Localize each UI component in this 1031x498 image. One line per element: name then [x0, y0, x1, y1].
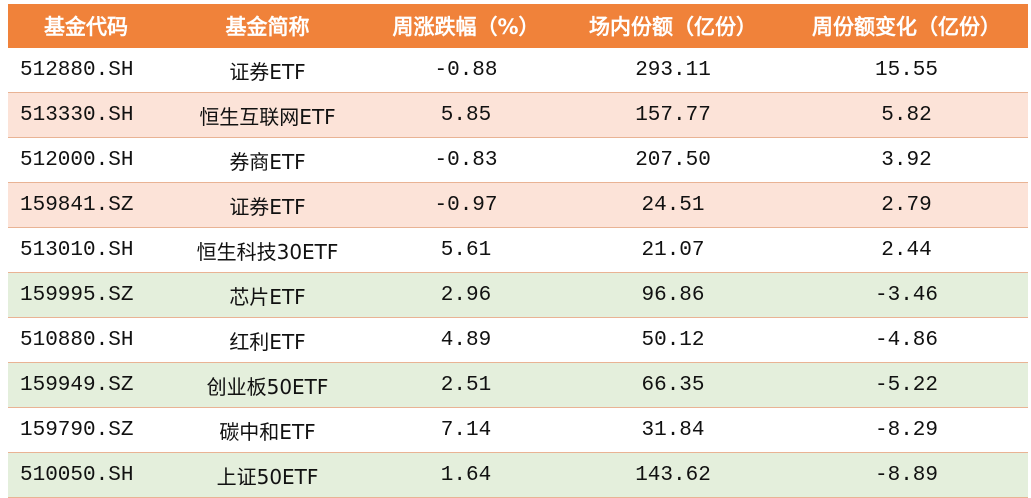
- table-body: 512880.SH 证券ETF -0.88 293.11 15.55 513330.SH 恒…: [8, 48, 1028, 498]
- cell-fund-code: 513330.SH: [8, 92, 164, 138]
- cell-weekly-change: 7.14: [371, 407, 561, 453]
- table-row: 513010.SH 恒生科技30ETF 5.61 21.07 2.44: [8, 227, 1028, 273]
- table-row: 512000.SH 券商ETF -0.83 207.50 3.92: [8, 137, 1028, 183]
- cell-fund-code: 159841.SZ: [8, 182, 164, 228]
- cell-fund-code: 512880.SH: [8, 48, 164, 93]
- cell-weekly-change: -0.88: [371, 48, 561, 93]
- header-fund-name: 基金简称: [164, 4, 371, 48]
- cell-fund-name: 证券ETF: [164, 182, 371, 228]
- cell-weekly-change: 2.96: [371, 272, 561, 318]
- cell-onsite-shares: 21.07: [561, 227, 785, 273]
- cell-fund-name: 红利ETF: [164, 317, 371, 363]
- cell-share-change: -8.29: [785, 407, 1028, 453]
- cell-share-change: 2.79: [785, 182, 1028, 228]
- cell-fund-code: 159995.SZ: [8, 272, 164, 318]
- cell-fund-name: 券商ETF: [164, 137, 371, 183]
- cell-share-change: 3.92: [785, 137, 1028, 183]
- cell-onsite-shares: 24.51: [561, 182, 785, 228]
- cell-fund-name: 恒生互联网ETF: [164, 92, 371, 138]
- cell-fund-code: 159949.SZ: [8, 362, 164, 408]
- cell-fund-name: 恒生科技30ETF: [164, 227, 371, 273]
- cell-fund-code: 510880.SH: [8, 317, 164, 363]
- cell-weekly-change: 2.51: [371, 362, 561, 408]
- cell-weekly-change: 5.85: [371, 92, 561, 138]
- cell-fund-name: 上证50ETF: [164, 452, 371, 498]
- cell-share-change: -8.89: [785, 452, 1028, 498]
- cell-weekly-change: -0.97: [371, 182, 561, 228]
- cell-onsite-shares: 96.86: [561, 272, 785, 318]
- table-row: 513330.SH 恒生互联网ETF 5.85 157.77 5.82: [8, 92, 1028, 138]
- cell-fund-name: 证券ETF: [164, 48, 371, 93]
- cell-onsite-shares: 50.12: [561, 317, 785, 363]
- cell-fund-code: 159790.SZ: [8, 407, 164, 453]
- cell-onsite-shares: 293.11: [561, 48, 785, 93]
- table-row: 159841.SZ 证券ETF -0.97 24.51 2.79: [8, 182, 1028, 228]
- table-header: 基金代码 基金简称 周涨跌幅（%） 场内份额（亿份） 周份额变化（亿份）: [8, 4, 1028, 48]
- cell-share-change: 15.55: [785, 48, 1028, 93]
- table-row: 510050.SH 上证50ETF 1.64 143.62 -8.89: [8, 452, 1028, 498]
- etf-share-table: 基金代码 基金简称 周涨跌幅（%） 场内份额（亿份） 周份额变化（亿份） 512…: [8, 4, 1028, 498]
- cell-fund-code: 512000.SH: [8, 137, 164, 183]
- cell-fund-name: 碳中和ETF: [164, 407, 371, 453]
- cell-onsite-shares: 207.50: [561, 137, 785, 183]
- cell-weekly-change: 4.89: [371, 317, 561, 363]
- header-fund-code: 基金代码: [8, 4, 164, 48]
- cell-fund-code: 513010.SH: [8, 227, 164, 273]
- header-weekly-change: 周涨跌幅（%）: [371, 4, 561, 48]
- cell-fund-code: 510050.SH: [8, 452, 164, 498]
- cell-weekly-change: 5.61: [371, 227, 561, 273]
- cell-onsite-shares: 157.77: [561, 92, 785, 138]
- cell-weekly-change: -0.83: [371, 137, 561, 183]
- cell-share-change: -4.86: [785, 317, 1028, 363]
- table-row: 159790.SZ 碳中和ETF 7.14 31.84 -8.29: [8, 407, 1028, 453]
- cell-fund-name: 创业板50ETF: [164, 362, 371, 408]
- header-row: 基金代码 基金简称 周涨跌幅（%） 场内份额（亿份） 周份额变化（亿份）: [8, 4, 1028, 48]
- cell-weekly-change: 1.64: [371, 452, 561, 498]
- header-onsite-shares: 场内份额（亿份）: [561, 4, 785, 48]
- cell-onsite-shares: 143.62: [561, 452, 785, 498]
- table-row: 159949.SZ 创业板50ETF 2.51 66.35 -5.22: [8, 362, 1028, 408]
- header-share-change: 周份额变化（亿份）: [785, 4, 1028, 48]
- cell-fund-name: 芯片ETF: [164, 272, 371, 318]
- table-row: 159995.SZ 芯片ETF 2.96 96.86 -3.46: [8, 272, 1028, 318]
- cell-share-change: -5.22: [785, 362, 1028, 408]
- cell-share-change: 2.44: [785, 227, 1028, 273]
- table-row: 510880.SH 红利ETF 4.89 50.12 -4.86: [8, 317, 1028, 363]
- cell-share-change: -3.46: [785, 272, 1028, 318]
- cell-onsite-shares: 31.84: [561, 407, 785, 453]
- cell-onsite-shares: 66.35: [561, 362, 785, 408]
- cell-share-change: 5.82: [785, 92, 1028, 138]
- table-row: 512880.SH 证券ETF -0.88 293.11 15.55: [8, 48, 1028, 93]
